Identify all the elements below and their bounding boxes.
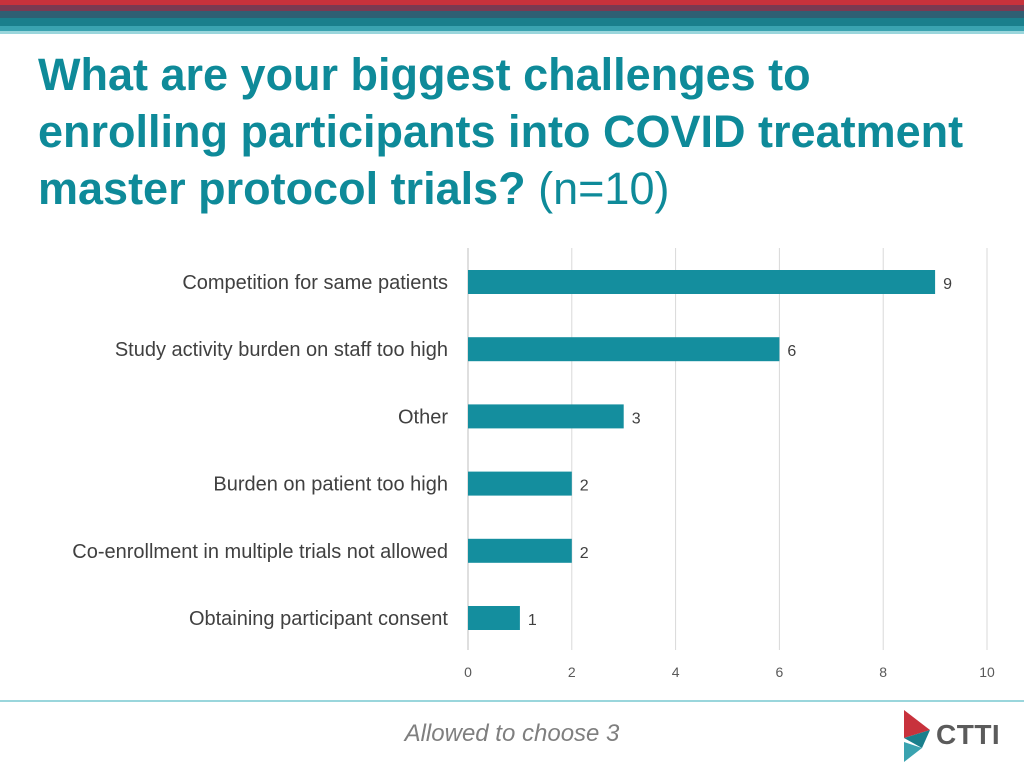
ctti-logo-icon bbox=[904, 710, 930, 762]
category-label: Study activity burden on staff too high bbox=[115, 339, 448, 361]
category-label: Burden on patient too high bbox=[213, 474, 448, 496]
x-tick-label: 4 bbox=[672, 664, 680, 680]
bar bbox=[468, 606, 520, 630]
category-label: Obtaining participant consent bbox=[189, 608, 448, 630]
x-tick-label: 10 bbox=[979, 664, 995, 680]
data-label: 3 bbox=[632, 410, 641, 427]
data-label: 2 bbox=[580, 545, 589, 562]
x-tick-label: 2 bbox=[568, 664, 576, 680]
bar bbox=[468, 270, 936, 294]
data-label: 6 bbox=[787, 343, 796, 360]
data-label: 2 bbox=[580, 478, 589, 495]
title-main: What are your biggest challenges to enro… bbox=[38, 49, 964, 214]
category-label: Other bbox=[398, 406, 448, 428]
data-label: 1 bbox=[528, 612, 537, 629]
x-tick-label: 0 bbox=[464, 664, 472, 680]
bar bbox=[468, 404, 624, 429]
bar bbox=[468, 337, 780, 362]
bar-chart: 0 2 4 6 8 10 Competition for same patients 9 Stu… bbox=[72, 248, 995, 680]
slide-title: What are your biggest challenges to enro… bbox=[38, 46, 998, 217]
data-label: 9 bbox=[943, 276, 952, 293]
footnote: Allowed to choose 3 bbox=[404, 720, 620, 747]
category-label: Competition for same patients bbox=[182, 272, 448, 294]
footer-divider bbox=[0, 700, 1024, 702]
logo-wordmark: CTTI bbox=[936, 719, 1001, 750]
bar bbox=[468, 471, 572, 496]
bar bbox=[468, 538, 572, 563]
x-tick-label: 8 bbox=[879, 664, 887, 680]
category-label: Co-enrollment in multiple trials not all… bbox=[72, 541, 448, 563]
title-sample-size: (n=10) bbox=[538, 163, 670, 214]
x-tick-label: 6 bbox=[776, 664, 784, 680]
top-decorative-band bbox=[0, 0, 1024, 34]
